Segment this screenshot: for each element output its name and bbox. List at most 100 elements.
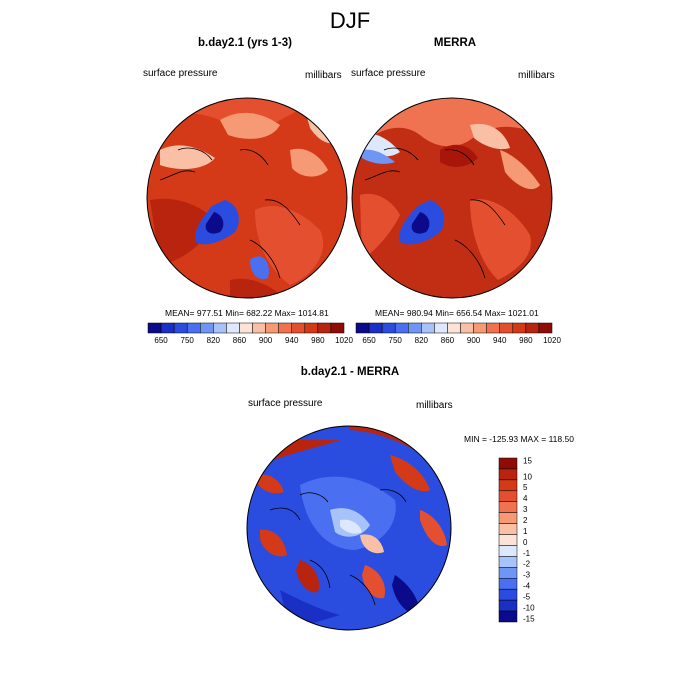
colorbar-model-tick-label: 900 bbox=[259, 336, 273, 345]
panel-3-stats: MIN = -125.93 MAX = 118.50 bbox=[464, 434, 574, 444]
colorbar-difference-tick-label: 1 bbox=[523, 527, 528, 536]
colorbar-model-tick-label: 980 bbox=[311, 336, 325, 345]
top-maps: 650 750 820 860 900 940 980 1020 650 750 820 860 90… bbox=[146, 97, 561, 345]
panel-1-units-label: millibars bbox=[305, 70, 342, 81]
colorbar-model-swatch bbox=[252, 322, 266, 334]
colorbar-merra-swatch bbox=[525, 322, 540, 334]
colorbar-merra-swatch bbox=[447, 322, 461, 334]
panel-1-variable-label: surface pressure bbox=[143, 68, 218, 79]
colorbar-difference-tick-label: -2 bbox=[523, 560, 531, 569]
colorbar-difference-swatch bbox=[498, 534, 518, 546]
colorbar-difference-tick-label: -4 bbox=[523, 582, 531, 591]
map-model bbox=[147, 98, 347, 298]
colorbar-difference-tick-label: 2 bbox=[523, 516, 528, 525]
colorbar-difference-tick-label: 3 bbox=[523, 505, 528, 514]
colorbar-merra-tick-label: 820 bbox=[415, 336, 429, 345]
panel-3-units-label: millibars bbox=[416, 400, 453, 411]
colorbar-difference-swatch bbox=[498, 512, 518, 524]
colorbar-difference-tick-label: -15 bbox=[523, 614, 535, 623]
colorbar-model-tick-label: 860 bbox=[233, 336, 247, 345]
colorbar-model-swatch bbox=[265, 322, 279, 334]
panel-2-stats: MEAN= 980.94 Min= 656.54 Max= 1021.01 bbox=[375, 308, 539, 318]
colorbar-merra-tick-label: 750 bbox=[389, 336, 403, 345]
colorbar-difference-tick-label: 10 bbox=[523, 472, 532, 481]
colorbar-merra-swatch bbox=[355, 322, 370, 334]
colorbar-model-swatch bbox=[200, 322, 214, 334]
colorbar-merra-tick-label: 940 bbox=[493, 336, 507, 345]
colorbar-difference-tick-label: 4 bbox=[523, 494, 528, 503]
colorbar-merra-tick-label: 980 bbox=[519, 336, 533, 345]
colorbar-model-tick-label: 1020 bbox=[335, 336, 353, 345]
panel-3-title: b.day2.1 - MERRA bbox=[300, 366, 400, 378]
colorbar-model-swatch bbox=[186, 322, 201, 334]
colorbar-merra-swatch bbox=[434, 322, 448, 334]
colorbar-merra-swatch bbox=[486, 322, 500, 334]
panel-3-variable-label: surface pressure bbox=[248, 398, 323, 409]
colorbar-merra-tick-label: 1020 bbox=[543, 336, 561, 345]
colorbar-merra-swatch bbox=[368, 322, 383, 334]
colorbar-model-swatch bbox=[173, 322, 188, 334]
figure-title: DJF bbox=[329, 8, 371, 33]
colorbar-difference-swatch bbox=[498, 523, 518, 535]
panel-2-title: MERRA bbox=[433, 37, 477, 49]
colorbar-merra-swatch bbox=[499, 322, 514, 334]
colorbar-model-tick-label: 650 bbox=[154, 336, 168, 345]
colorbar-model-swatch bbox=[330, 322, 345, 334]
colorbar-difference-tick-label: 5 bbox=[523, 483, 528, 492]
colorbar-merra-swatch bbox=[512, 322, 527, 334]
colorbar-difference-swatch bbox=[498, 490, 518, 502]
colorbar-model-swatch bbox=[213, 322, 227, 334]
colorbar-difference-swatch bbox=[498, 545, 518, 557]
colorbar-merra-tick-label: 860 bbox=[441, 336, 455, 345]
map-difference-border bbox=[246, 425, 452, 631]
colorbar-model-tick-label: 820 bbox=[207, 336, 221, 345]
colorbar-model-swatch bbox=[239, 322, 253, 334]
colorbar-difference-swatch bbox=[498, 479, 518, 492]
colorbar-model-swatch bbox=[226, 322, 240, 334]
colorbar-difference-swatch bbox=[498, 556, 518, 568]
colorbar-model-tick-label: 940 bbox=[285, 336, 299, 345]
colorbar-difference-tick-label: 0 bbox=[523, 538, 528, 547]
colorbar-model-swatch bbox=[160, 322, 175, 334]
colorbar-model-swatch bbox=[291, 322, 306, 334]
map-merra-border bbox=[351, 97, 553, 299]
colorbar-difference-swatch bbox=[498, 610, 518, 623]
colorbar-model-swatch bbox=[278, 322, 292, 334]
colorbar-merra: 650 750 820 860 900 940 980 1020 bbox=[355, 322, 561, 345]
colorbar-difference-swatch bbox=[498, 588, 518, 601]
colorbar-merra-swatch bbox=[421, 322, 435, 334]
colorbar-merra-swatch bbox=[394, 322, 409, 334]
panel-2-variable-label: surface pressure bbox=[351, 68, 426, 79]
colorbar-model-swatch bbox=[317, 322, 332, 334]
colorbar-difference-tick-label: -1 bbox=[523, 549, 531, 558]
colorbar-merra-swatch bbox=[473, 322, 487, 334]
colorbar-difference-swatch bbox=[498, 468, 518, 481]
colorbar-difference-swatch bbox=[498, 567, 518, 579]
colorbar-difference-tick-label: -5 bbox=[523, 593, 531, 602]
colorbar-difference-tick-label: 15 bbox=[523, 456, 532, 465]
colorbar-difference-tick-label: -3 bbox=[523, 571, 531, 580]
map-model-border bbox=[146, 97, 348, 299]
colorbar-model-swatch bbox=[147, 322, 162, 334]
colorbar-difference-swatch bbox=[498, 599, 518, 612]
colorbar-difference-swatch bbox=[498, 578, 518, 590]
panel-1-stats: MEAN= 977.51 Min= 682.22 Max= 1014.81 bbox=[165, 308, 329, 318]
map-merra bbox=[352, 98, 552, 298]
colorbar-model-swatch bbox=[304, 322, 319, 334]
colorbar-merra-swatch bbox=[460, 322, 474, 334]
colorbar-difference-swatch bbox=[498, 457, 518, 470]
panel-1-title: b.day2.1 (yrs 1-3) bbox=[198, 37, 292, 49]
colorbar-merra-tick-label: 900 bbox=[467, 336, 481, 345]
colorbar-merra-tick-label: 650 bbox=[362, 336, 376, 345]
colorbar-merra-swatch bbox=[538, 322, 553, 334]
colorbar-merra-swatch bbox=[408, 322, 422, 334]
colorbar-difference-swatch bbox=[498, 501, 518, 513]
colorbar-difference-tick-label: -10 bbox=[523, 603, 535, 612]
panel-2-units-label: millibars bbox=[518, 70, 555, 81]
colorbar-model: 650 750 820 860 900 940 980 1020 bbox=[147, 322, 353, 345]
colorbar-model-tick-label: 750 bbox=[181, 336, 195, 345]
map-difference bbox=[247, 426, 451, 630]
colorbar-merra-swatch bbox=[381, 322, 396, 334]
